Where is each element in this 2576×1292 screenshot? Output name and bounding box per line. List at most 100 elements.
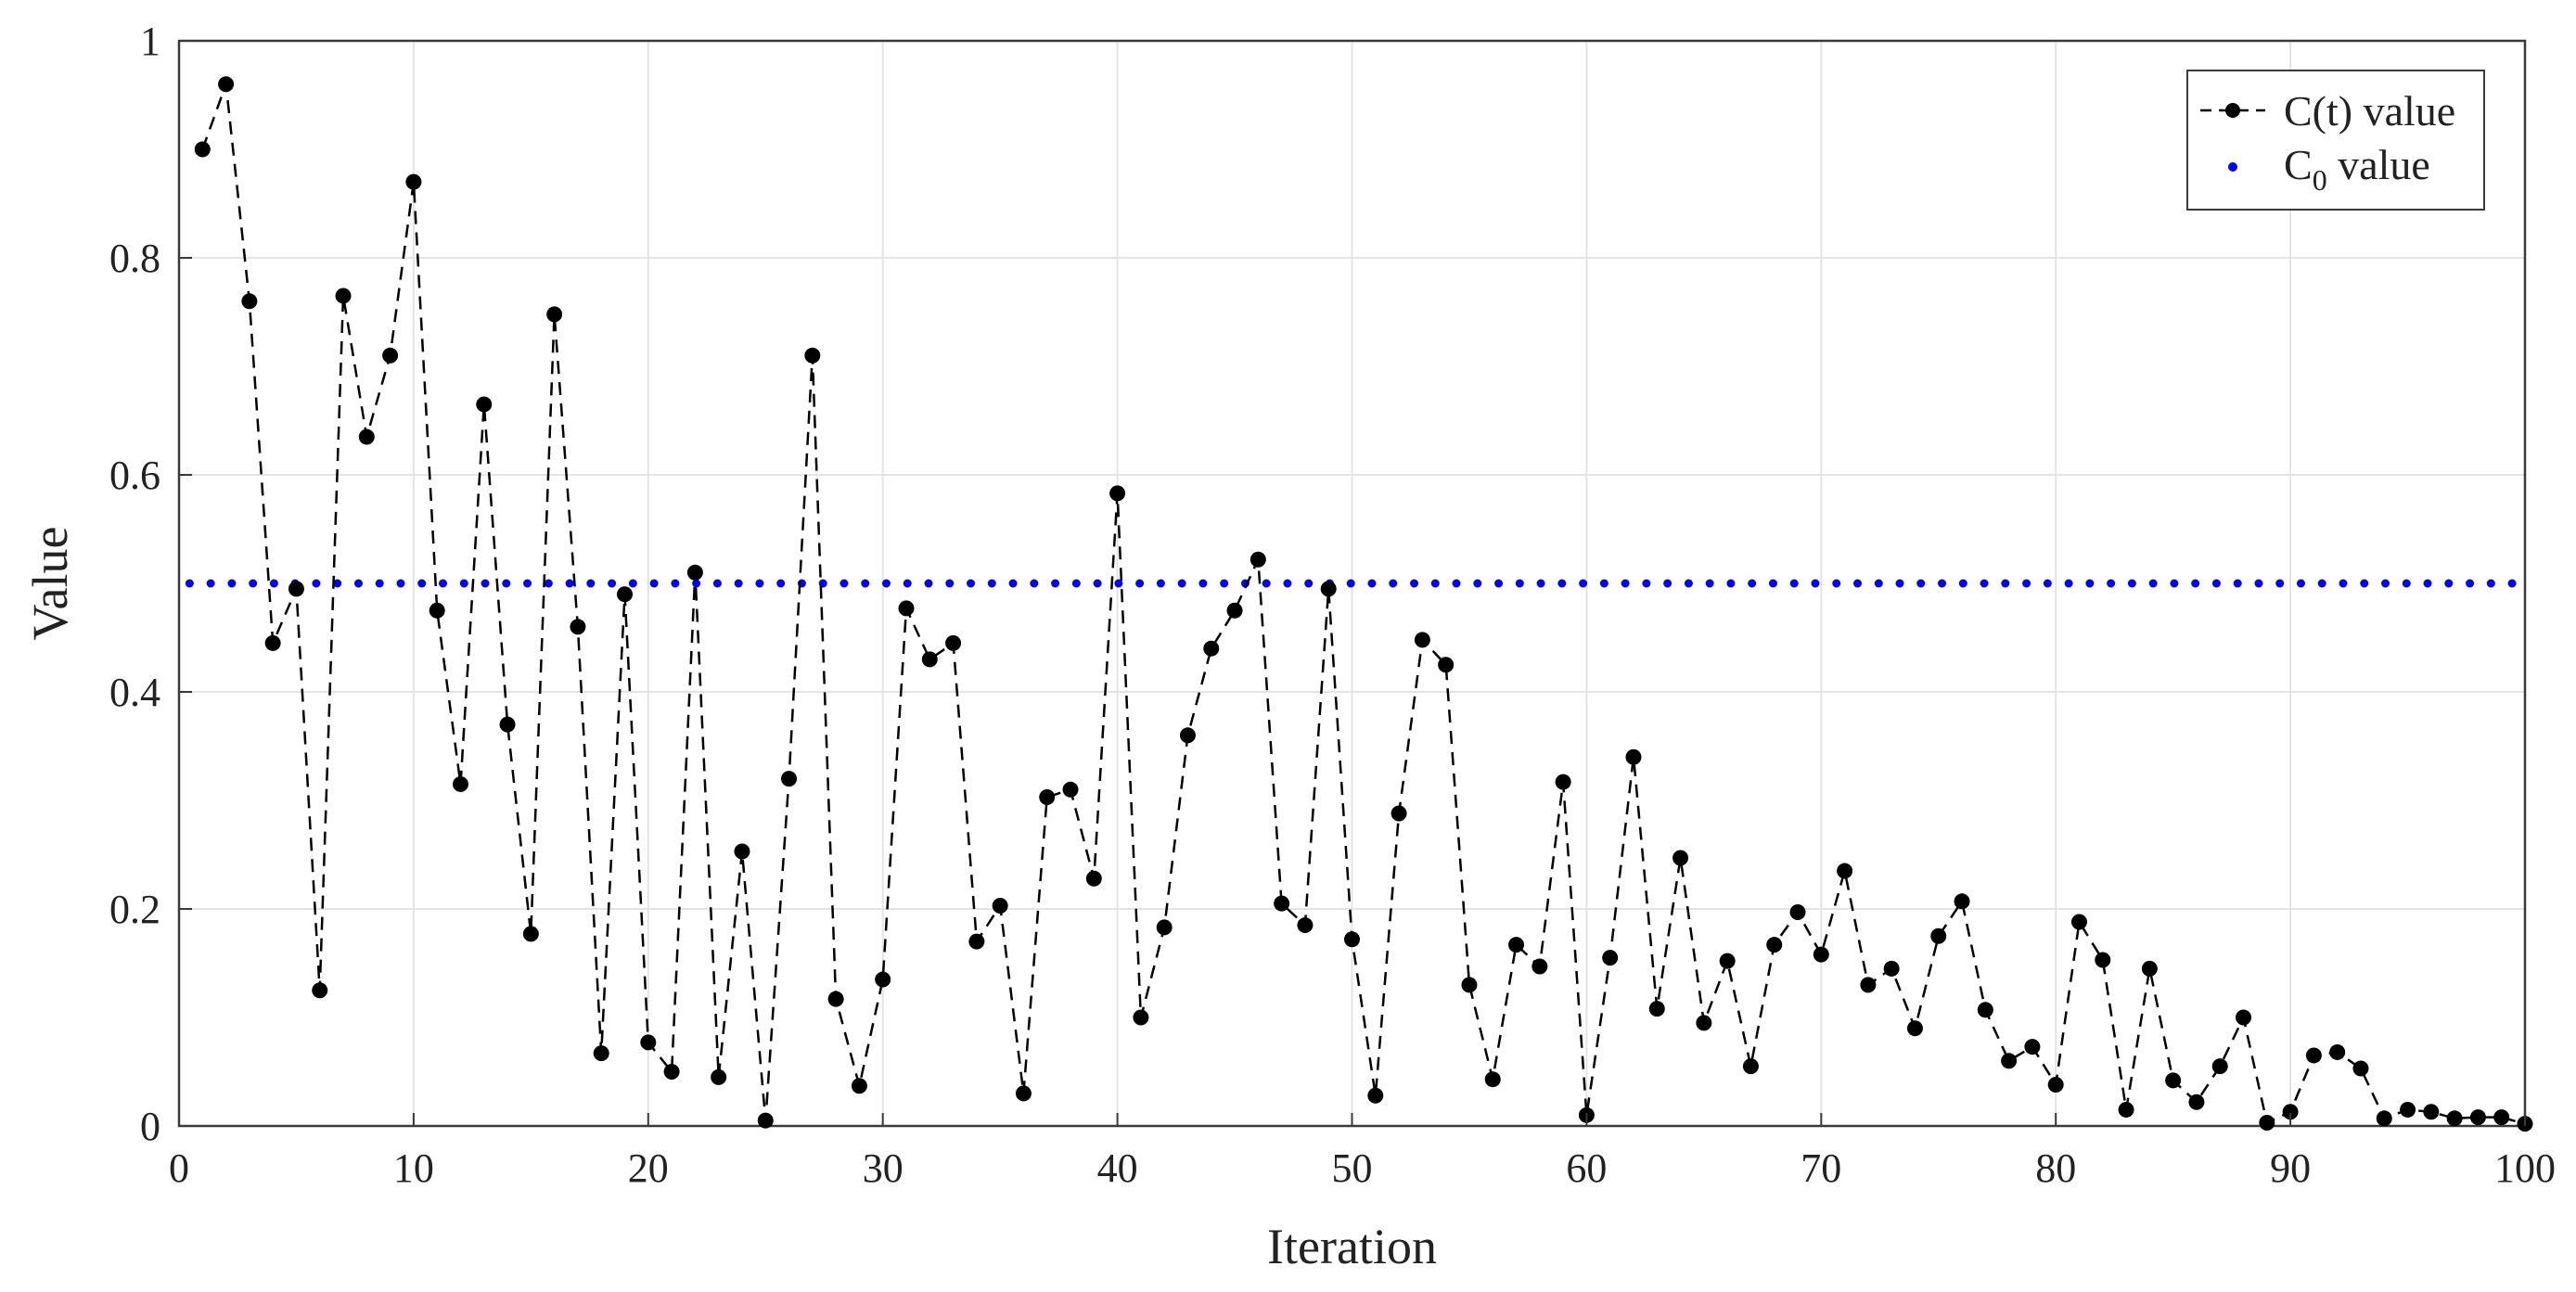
series-ct [194,76,2533,1132]
x-tick-label: 40 [1097,1145,1138,1191]
c0-dot [1030,579,1039,588]
ct-point [804,347,821,364]
ct-point [2047,1077,2064,1094]
c0-dot [2170,579,2179,588]
ct-point [194,141,211,158]
c0-dot [1768,579,1777,588]
x-axis-label: Iteration [1267,1219,1437,1274]
c0-dot [1304,579,1314,588]
c0-dot [1410,579,1419,588]
c0-dot [2233,579,2242,588]
c0-dot [1811,579,1820,588]
ct-point [711,1068,727,1085]
c0-dot [2043,579,2052,588]
ct-point [2211,1058,2228,1075]
c0-dot [755,579,764,588]
c0-dot [2085,579,2095,588]
ct-point [546,306,563,323]
ct-point [2024,1039,2041,1055]
legend-c0-label: C0 value [2284,141,2430,197]
ct-point [2446,1110,2463,1127]
c0-dot [2360,579,2369,588]
ct-point [2282,1104,2299,1120]
ct-point [499,716,516,733]
ct-point [1555,774,1571,790]
c0-dot [2486,579,2495,588]
c0-dot [544,579,553,588]
legend-c0-marker [2228,162,2237,172]
ct-point [992,897,1008,914]
c0-dot [967,579,976,588]
c0-dot [1093,579,1102,588]
ct-point [1320,581,1337,597]
c0-dot [2466,579,2475,588]
ct-point [2070,914,2087,930]
ct-point [405,173,422,190]
ct-point [452,775,468,792]
c0-dot [671,579,680,588]
c0-dot [1938,579,1947,588]
ct-point [617,586,634,603]
c0-dot [459,579,468,588]
ct-point [1015,1085,1032,1102]
x-tick-label: 60 [1566,1145,1607,1191]
ct-point [1226,602,1243,619]
c0-dot [523,579,532,588]
c0-dot [924,579,933,588]
c0-dot [2254,579,2263,588]
ct-point [429,602,445,619]
ct-point [288,581,304,597]
c0-dot [1473,579,1482,588]
ct-point [1789,904,1806,921]
ct-point [1602,950,1619,966]
x-tick-label: 80 [2035,1145,2076,1191]
ct-point [1766,937,1783,953]
x-tick-label: 90 [2270,1145,2311,1191]
ct-point [1813,946,1829,963]
c0-dot [692,579,701,588]
c0-dot [227,579,237,588]
x-tick-label: 20 [628,1145,669,1191]
ct-point [1062,781,1079,798]
c0-dot [1177,579,1186,588]
c0-dot [1220,579,1229,588]
ct-point [1109,485,1126,502]
y-tick-label: 1 [140,19,160,64]
ct-point [1672,850,1689,866]
ct-point [1156,919,1173,936]
ct-point [851,1078,867,1094]
c0-dot [861,579,870,588]
c0-dot [2211,579,2221,588]
ct-point [827,991,844,1007]
series-c0 [185,579,2517,588]
ct-point [1203,640,1220,657]
ct-point [1297,917,1314,934]
c0-dot [712,579,722,588]
y-tick-label: 0.8 [109,236,160,281]
ct-point [1133,1009,1149,1026]
ct-point [1860,977,1877,993]
ct-point [476,396,493,413]
ct-point [335,288,352,304]
y-tick-label: 0.2 [109,887,160,932]
c0-dot [2402,579,2411,588]
c0-dot [1156,579,1165,588]
c0-dot [1515,579,1524,588]
ct-point [2305,1047,2322,1064]
ct-point [1930,927,1947,944]
ct-point [1414,632,1430,648]
ct-point [522,926,539,942]
legend-c0-label-suffix: value [2327,141,2430,188]
c0-dot [1789,579,1799,588]
ct-point [1906,1020,1923,1037]
ct-point [2188,1094,2205,1110]
legend-ct-marker [2225,103,2240,118]
c0-dot [2444,579,2454,588]
c0-dot [1980,579,1989,588]
ct-point [945,634,962,651]
ct-point [2095,952,2111,968]
c0-dot [2191,579,2200,588]
ct-point [2423,1104,2440,1120]
x-tick-label: 100 [2494,1145,2556,1191]
